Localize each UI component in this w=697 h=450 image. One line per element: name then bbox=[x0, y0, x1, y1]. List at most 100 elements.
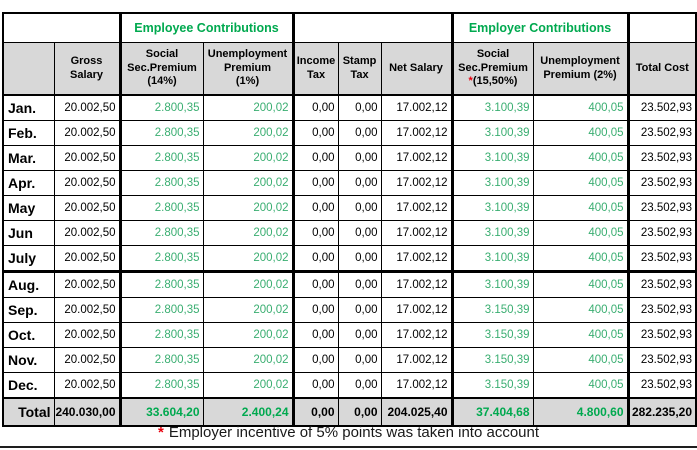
column-header-row: Gross Salary Social Sec.Premium (14%) Un… bbox=[2, 42, 697, 96]
cell-employee-social-security-premium: 2.800,35 bbox=[118, 297, 204, 323]
cell-gross-salary: 20.002,50 bbox=[53, 271, 121, 298]
footnote-text: Employer incentive of 5% points was take… bbox=[168, 424, 540, 441]
cell-employer-unemployment-premium: 400,05 bbox=[532, 271, 629, 298]
cell-income-tax: 0,00 bbox=[291, 245, 339, 272]
month-label: May bbox=[2, 195, 55, 221]
cell-employer-social-security-premium: 3.100,39 bbox=[450, 120, 534, 146]
cell-employee-social-security-premium: 2.800,35 bbox=[118, 120, 204, 146]
cell-employer-social-security-premium: 3.100,39 bbox=[450, 94, 534, 121]
month-row-apr: Apr. 20.002,50 2.800,35 200,02 0,00 0,00 17.00… bbox=[2, 170, 697, 196]
total-row: Total 240.030,00 33.604,20 2.400,24 0,00 0,00… bbox=[2, 397, 697, 427]
cell-employee-unemployment-premium: 200,02 bbox=[202, 145, 294, 171]
total-gross-salary: 240.030,00 bbox=[53, 397, 121, 427]
month-label: Jun bbox=[2, 220, 55, 246]
month-row-may: May 20.002,50 2.800,35 200,02 0,00 0,00 17.002… bbox=[2, 195, 697, 221]
cell-stamp-tax: 0,00 bbox=[337, 195, 382, 221]
cell-total-cost: 23.502,93 bbox=[626, 297, 697, 323]
col-header-gross-salary: Gross Salary bbox=[53, 42, 121, 96]
cell-gross-salary: 20.002,50 bbox=[53, 322, 121, 348]
month-label: Jan. bbox=[2, 94, 55, 121]
cell-income-tax: 0,00 bbox=[291, 145, 339, 171]
cell-income-tax: 0,00 bbox=[291, 271, 339, 298]
col-header-employer-unemployment: Unemployment Premium (2%) bbox=[532, 42, 629, 96]
cell-income-tax: 0,00 bbox=[291, 297, 339, 323]
cell-employer-unemployment-premium: 400,05 bbox=[532, 245, 629, 272]
month-row-feb: Feb. 20.002,50 2.800,35 200,02 0,00 0,00 17.00… bbox=[2, 120, 697, 146]
bottom-border-line bbox=[0, 446, 697, 448]
cell-stamp-tax: 0,00 bbox=[337, 372, 382, 399]
cell-employee-unemployment-premium: 200,02 bbox=[202, 297, 294, 323]
cell-employee-social-security-premium: 2.800,35 bbox=[118, 195, 204, 221]
cell-stamp-tax: 0,00 bbox=[337, 297, 382, 323]
cell-net-salary: 17.002,12 bbox=[380, 245, 453, 272]
cell-employer-unemployment-premium: 400,05 bbox=[532, 94, 629, 121]
month-label: Sep. bbox=[2, 297, 55, 323]
cell-employee-social-security-premium: 2.800,35 bbox=[118, 271, 204, 298]
col-header-employer-social-security: Social Sec.Premium *(15,50%) bbox=[450, 42, 534, 96]
header-red-asterisk: * bbox=[468, 75, 473, 88]
cell-employee-unemployment-premium: 200,02 bbox=[202, 195, 294, 221]
cell-stamp-tax: 0,00 bbox=[337, 220, 382, 246]
total-stamp-tax: 0,00 bbox=[337, 397, 382, 427]
cell-total-cost: 23.502,93 bbox=[626, 347, 697, 373]
cell-gross-salary: 20.002,50 bbox=[53, 120, 121, 146]
month-row-mar: Mar. 20.002,50 2.800,35 200,02 0,00 0,00 17.00… bbox=[2, 145, 697, 171]
cell-total-cost: 23.502,93 bbox=[626, 245, 697, 272]
cell-stamp-tax: 0,00 bbox=[337, 145, 382, 171]
cell-net-salary: 17.002,12 bbox=[380, 271, 453, 298]
cell-gross-salary: 20.002,50 bbox=[53, 94, 121, 121]
month-label: Mar. bbox=[2, 145, 55, 171]
footnote: * Employer incentive of 5% points was tak… bbox=[0, 424, 697, 441]
employee-contributions-title: Employee Contributions bbox=[134, 21, 279, 35]
cell-employer-social-security-premium: 3.100,39 bbox=[450, 170, 534, 196]
cell-stamp-tax: 0,00 bbox=[337, 94, 382, 121]
cell-employee-social-security-premium: 2.800,35 bbox=[118, 94, 204, 121]
cell-gross-salary: 20.002,50 bbox=[53, 220, 121, 246]
month-row-jun: Jun 20.002,50 2.800,35 200,02 0,00 0,00 17.002… bbox=[2, 220, 697, 246]
cell-employer-social-security-premium: 3.100,39 bbox=[450, 220, 534, 246]
col-header-income-tax: Income Tax bbox=[291, 42, 339, 96]
cell-employer-social-security-premium: 3.150,39 bbox=[450, 297, 534, 323]
cell-employer-unemployment-premium: 400,05 bbox=[532, 322, 629, 348]
col-header-net-salary: Net Salary bbox=[380, 42, 453, 96]
band-empty-middle bbox=[291, 12, 453, 43]
cell-employee-social-security-premium: 2.800,35 bbox=[118, 220, 204, 246]
cell-total-cost: 23.502,93 bbox=[626, 322, 697, 348]
cell-employer-social-security-premium: 3.100,39 bbox=[450, 145, 534, 171]
cell-employer-social-security-premium: 3.150,39 bbox=[450, 372, 534, 399]
total-total-cost: 282.235,20 bbox=[626, 397, 697, 427]
cell-net-salary: 17.002,12 bbox=[380, 297, 453, 323]
cell-total-cost: 23.502,93 bbox=[626, 271, 697, 298]
total-employer-social-security-premium: 37.404,68 bbox=[450, 397, 534, 427]
total-employee-unemployment-premium: 2.400,24 bbox=[202, 397, 294, 427]
month-label: Oct. bbox=[2, 322, 55, 348]
cell-total-cost: 23.502,93 bbox=[626, 195, 697, 221]
cell-income-tax: 0,00 bbox=[291, 94, 339, 121]
salary-cost-table: Employee Contributions Employer Contribu… bbox=[2, 12, 697, 427]
cell-income-tax: 0,00 bbox=[291, 220, 339, 246]
salary-table-body: Jan. 20.002,50 2.800,35 200,02 0,00 0,00 17.00… bbox=[2, 94, 697, 427]
cell-employee-unemployment-premium: 200,02 bbox=[202, 322, 294, 348]
cell-employee-unemployment-premium: 200,02 bbox=[202, 347, 294, 373]
cell-gross-salary: 20.002,50 bbox=[53, 245, 121, 272]
cell-employee-unemployment-premium: 200,02 bbox=[202, 271, 294, 298]
cell-employer-social-security-premium: 3.100,39 bbox=[450, 245, 534, 272]
cell-employer-unemployment-premium: 400,05 bbox=[532, 347, 629, 373]
group-header-employee-contributions: Employee Contributions bbox=[118, 12, 294, 43]
cell-employee-social-security-premium: 2.800,35 bbox=[118, 347, 204, 373]
cell-net-salary: 17.002,12 bbox=[380, 170, 453, 196]
total-net-salary: 204.025,40 bbox=[380, 397, 453, 427]
cell-stamp-tax: 0,00 bbox=[337, 170, 382, 196]
col-header-employee-unemployment: Unemployment Premium (1%) bbox=[202, 42, 294, 96]
cell-employer-unemployment-premium: 400,05 bbox=[532, 120, 629, 146]
month-row-oct: Oct. 20.002,50 2.800,35 200,02 0,00 0,00 17.00… bbox=[2, 322, 697, 348]
band-empty-right bbox=[626, 12, 697, 43]
cell-income-tax: 0,00 bbox=[291, 120, 339, 146]
total-income-tax: 0,00 bbox=[291, 397, 339, 427]
cell-employer-unemployment-premium: 400,05 bbox=[532, 195, 629, 221]
cell-stamp-tax: 0,00 bbox=[337, 271, 382, 298]
total-employer-unemployment-premium: 4.800,60 bbox=[532, 397, 629, 427]
cell-total-cost: 23.502,93 bbox=[626, 220, 697, 246]
cell-total-cost: 23.502,93 bbox=[626, 94, 697, 121]
cell-stamp-tax: 0,00 bbox=[337, 347, 382, 373]
